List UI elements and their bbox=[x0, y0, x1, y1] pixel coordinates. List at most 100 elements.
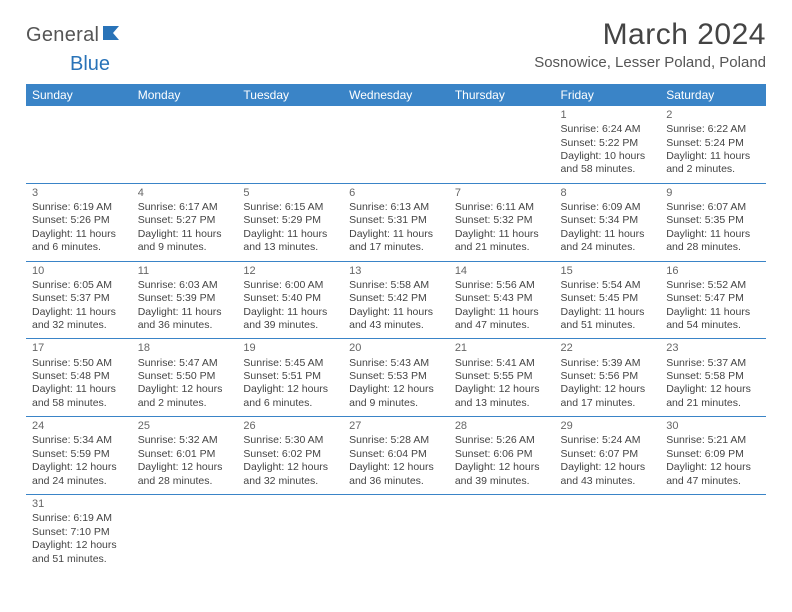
calendar-cell bbox=[237, 106, 343, 183]
day-number: 29 bbox=[561, 419, 655, 433]
sunrise-text: Sunrise: 6:07 AM bbox=[666, 201, 760, 214]
daylight-text: Daylight: 12 hours and 6 minutes. bbox=[243, 383, 337, 410]
sunset-text: Sunset: 5:42 PM bbox=[349, 292, 443, 305]
sunset-text: Sunset: 5:48 PM bbox=[32, 370, 126, 383]
calendar-cell bbox=[237, 495, 343, 572]
calendar-cell: 4Sunrise: 6:17 AMSunset: 5:27 PMDaylight… bbox=[132, 183, 238, 261]
dayname-fri: Friday bbox=[555, 84, 661, 106]
daylight-text: Daylight: 12 hours and 32 minutes. bbox=[243, 461, 337, 488]
sunrise-text: Sunrise: 5:32 AM bbox=[138, 434, 232, 447]
day-number: 28 bbox=[455, 419, 549, 433]
calendar-cell: 1Sunrise: 6:24 AMSunset: 5:22 PMDaylight… bbox=[555, 106, 661, 183]
sunrise-text: Sunrise: 6:24 AM bbox=[561, 123, 655, 136]
calendar-cell: 25Sunrise: 5:32 AMSunset: 6:01 PMDayligh… bbox=[132, 417, 238, 495]
calendar-cell bbox=[343, 495, 449, 572]
brand-logo: General bbox=[26, 18, 127, 47]
daylight-text: Daylight: 11 hours and 28 minutes. bbox=[666, 228, 760, 255]
day-number: 17 bbox=[32, 341, 126, 355]
daylight-text: Daylight: 11 hours and 58 minutes. bbox=[32, 383, 126, 410]
calendar-cell: 11Sunrise: 6:03 AMSunset: 5:39 PMDayligh… bbox=[132, 261, 238, 339]
daylight-text: Daylight: 11 hours and 6 minutes. bbox=[32, 228, 126, 255]
daylight-text: Daylight: 11 hours and 51 minutes. bbox=[561, 306, 655, 333]
calendar-cell: 13Sunrise: 5:58 AMSunset: 5:42 PMDayligh… bbox=[343, 261, 449, 339]
day-number: 1 bbox=[561, 108, 655, 122]
month-title: March 2024 bbox=[534, 18, 766, 52]
sunset-text: Sunset: 5:37 PM bbox=[32, 292, 126, 305]
calendar-cell: 14Sunrise: 5:56 AMSunset: 5:43 PMDayligh… bbox=[449, 261, 555, 339]
daylight-text: Daylight: 11 hours and 47 minutes. bbox=[455, 306, 549, 333]
day-number: 30 bbox=[666, 419, 760, 433]
day-number: 12 bbox=[243, 264, 337, 278]
daylight-text: Daylight: 11 hours and 54 minutes. bbox=[666, 306, 760, 333]
calendar-cell bbox=[660, 495, 766, 572]
sunset-text: Sunset: 5:39 PM bbox=[138, 292, 232, 305]
calendar-cell: 27Sunrise: 5:28 AMSunset: 6:04 PMDayligh… bbox=[343, 417, 449, 495]
day-number: 22 bbox=[561, 341, 655, 355]
day-number: 3 bbox=[32, 186, 126, 200]
dayname-sun: Sunday bbox=[26, 84, 132, 106]
sunrise-text: Sunrise: 5:56 AM bbox=[455, 279, 549, 292]
calendar-week: 31Sunrise: 6:19 AMSunset: 7:10 PMDayligh… bbox=[26, 495, 766, 572]
day-number: 9 bbox=[666, 186, 760, 200]
calendar-cell: 28Sunrise: 5:26 AMSunset: 6:06 PMDayligh… bbox=[449, 417, 555, 495]
calendar-cell: 6Sunrise: 6:13 AMSunset: 5:31 PMDaylight… bbox=[343, 183, 449, 261]
sunset-text: Sunset: 5:26 PM bbox=[32, 214, 126, 227]
daylight-text: Daylight: 12 hours and 36 minutes. bbox=[349, 461, 443, 488]
sunrise-text: Sunrise: 6:00 AM bbox=[243, 279, 337, 292]
calendar-cell bbox=[132, 495, 238, 572]
daylight-text: Daylight: 11 hours and 2 minutes. bbox=[666, 150, 760, 177]
calendar-cell bbox=[132, 106, 238, 183]
day-number: 7 bbox=[455, 186, 549, 200]
calendar-cell: 16Sunrise: 5:52 AMSunset: 5:47 PMDayligh… bbox=[660, 261, 766, 339]
calendar-cell bbox=[449, 495, 555, 572]
day-number: 2 bbox=[666, 108, 760, 122]
daylight-text: Daylight: 12 hours and 47 minutes. bbox=[666, 461, 760, 488]
daylight-text: Daylight: 12 hours and 39 minutes. bbox=[455, 461, 549, 488]
day-number: 20 bbox=[349, 341, 443, 355]
daylight-text: Daylight: 11 hours and 13 minutes. bbox=[243, 228, 337, 255]
sunset-text: Sunset: 6:02 PM bbox=[243, 448, 337, 461]
calendar-cell: 5Sunrise: 6:15 AMSunset: 5:29 PMDaylight… bbox=[237, 183, 343, 261]
calendar-cell: 21Sunrise: 5:41 AMSunset: 5:55 PMDayligh… bbox=[449, 339, 555, 417]
sunrise-text: Sunrise: 6:09 AM bbox=[561, 201, 655, 214]
calendar-week: 3Sunrise: 6:19 AMSunset: 5:26 PMDaylight… bbox=[26, 183, 766, 261]
daylight-text: Daylight: 12 hours and 13 minutes. bbox=[455, 383, 549, 410]
sunrise-text: Sunrise: 5:28 AM bbox=[349, 434, 443, 447]
calendar-cell: 2Sunrise: 6:22 AMSunset: 5:24 PMDaylight… bbox=[660, 106, 766, 183]
calendar-cell: 29Sunrise: 5:24 AMSunset: 6:07 PMDayligh… bbox=[555, 417, 661, 495]
daylight-text: Daylight: 12 hours and 43 minutes. bbox=[561, 461, 655, 488]
calendar-cell: 22Sunrise: 5:39 AMSunset: 5:56 PMDayligh… bbox=[555, 339, 661, 417]
calendar-cell: 30Sunrise: 5:21 AMSunset: 6:09 PMDayligh… bbox=[660, 417, 766, 495]
day-number: 21 bbox=[455, 341, 549, 355]
sunset-text: Sunset: 5:55 PM bbox=[455, 370, 549, 383]
sunset-text: Sunset: 5:29 PM bbox=[243, 214, 337, 227]
day-number: 31 bbox=[32, 497, 126, 511]
daylight-text: Daylight: 11 hours and 21 minutes. bbox=[455, 228, 549, 255]
daylight-text: Daylight: 11 hours and 43 minutes. bbox=[349, 306, 443, 333]
calendar-cell: 7Sunrise: 6:11 AMSunset: 5:32 PMDaylight… bbox=[449, 183, 555, 261]
calendar-cell bbox=[343, 106, 449, 183]
day-number: 5 bbox=[243, 186, 337, 200]
daylight-text: Daylight: 11 hours and 36 minutes. bbox=[138, 306, 232, 333]
sunset-text: Sunset: 5:31 PM bbox=[349, 214, 443, 227]
calendar-cell: 8Sunrise: 6:09 AMSunset: 5:34 PMDaylight… bbox=[555, 183, 661, 261]
sunset-text: Sunset: 5:35 PM bbox=[666, 214, 760, 227]
sunset-text: Sunset: 5:43 PM bbox=[455, 292, 549, 305]
brand-part1: General bbox=[26, 24, 99, 47]
day-number: 15 bbox=[561, 264, 655, 278]
sunrise-text: Sunrise: 6:22 AM bbox=[666, 123, 760, 136]
calendar-cell: 10Sunrise: 6:05 AMSunset: 5:37 PMDayligh… bbox=[26, 261, 132, 339]
sunrise-text: Sunrise: 6:05 AM bbox=[32, 279, 126, 292]
sunrise-text: Sunrise: 5:47 AM bbox=[138, 357, 232, 370]
dayname-wed: Wednesday bbox=[343, 84, 449, 106]
daylight-text: Daylight: 11 hours and 17 minutes. bbox=[349, 228, 443, 255]
day-number: 14 bbox=[455, 264, 549, 278]
calendar-cell: 23Sunrise: 5:37 AMSunset: 5:58 PMDayligh… bbox=[660, 339, 766, 417]
daylight-text: Daylight: 11 hours and 24 minutes. bbox=[561, 228, 655, 255]
sunrise-text: Sunrise: 5:24 AM bbox=[561, 434, 655, 447]
sunset-text: Sunset: 7:10 PM bbox=[32, 526, 126, 539]
daylight-text: Daylight: 12 hours and 2 minutes. bbox=[138, 383, 232, 410]
sunrise-text: Sunrise: 5:50 AM bbox=[32, 357, 126, 370]
calendar-cell bbox=[555, 495, 661, 572]
sunset-text: Sunset: 6:04 PM bbox=[349, 448, 443, 461]
